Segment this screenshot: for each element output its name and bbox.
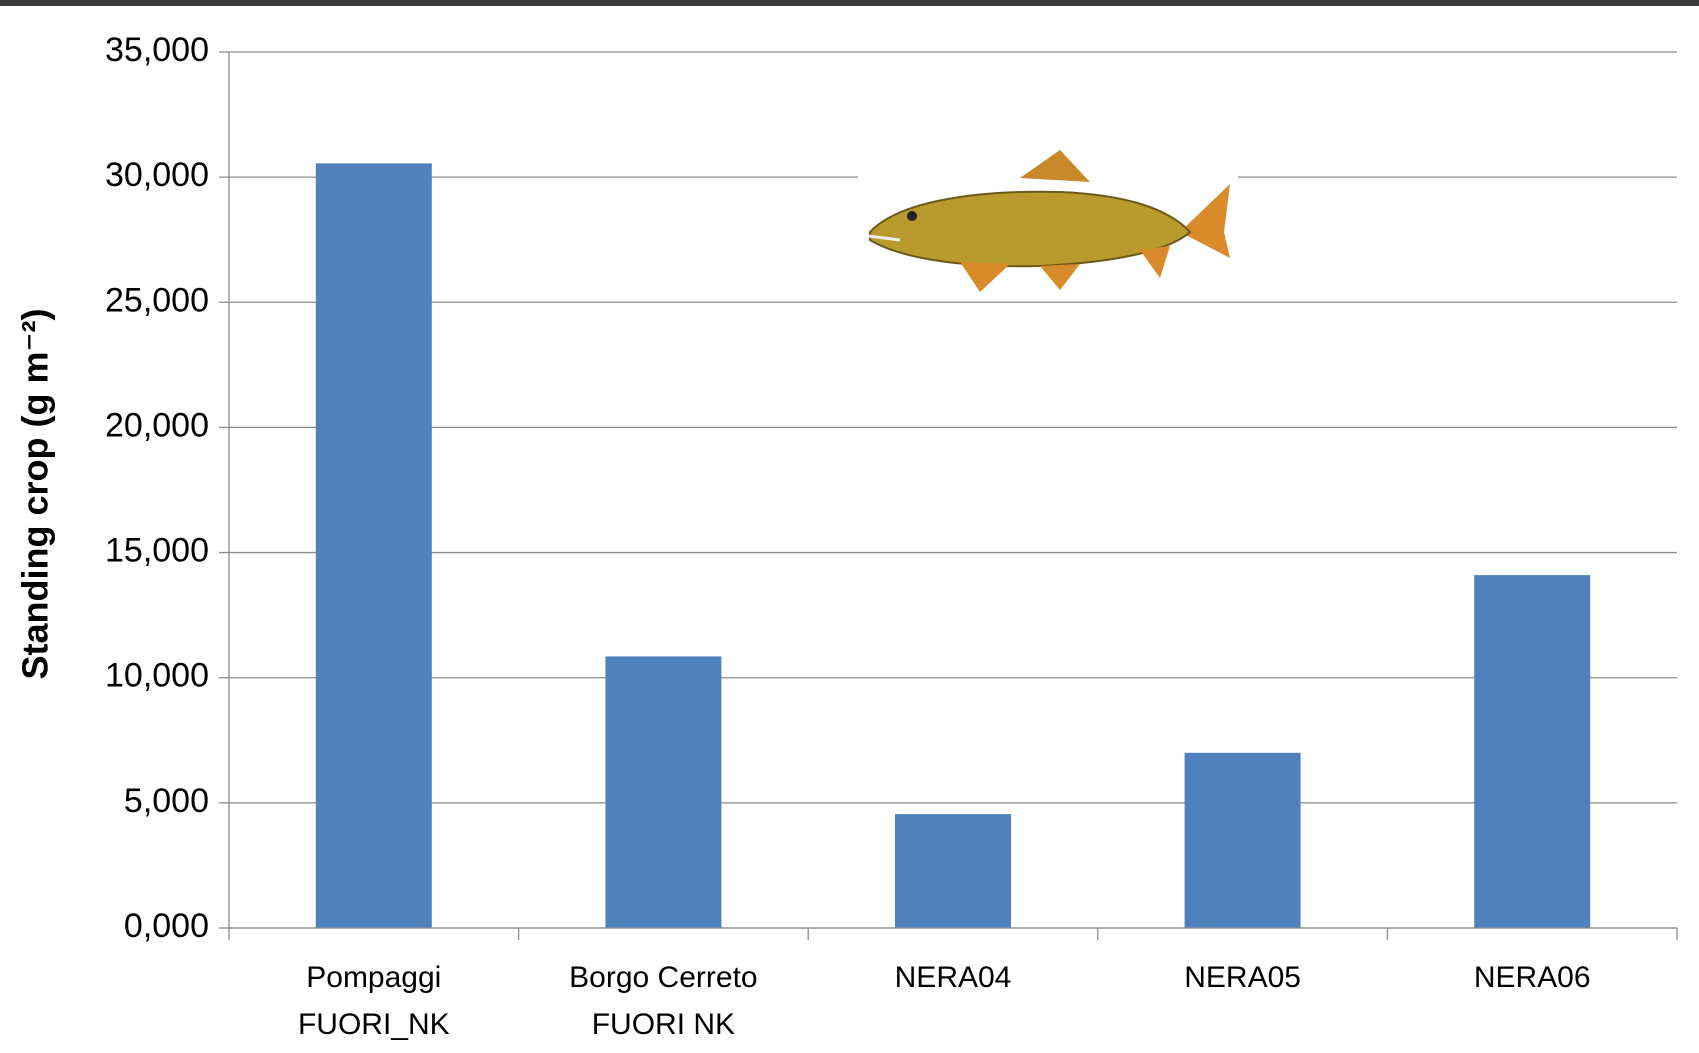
- y-tick-label: 10,000: [105, 657, 209, 695]
- y-tick-label: 0,000: [124, 907, 209, 945]
- y-tick-label: 15,000: [105, 532, 209, 570]
- y-tick-label: 30,000: [105, 156, 209, 194]
- x-tick-label: Pompaggi FUORI_NK: [297, 961, 450, 1041]
- y-tick-label: 25,000: [105, 281, 209, 319]
- x-tick-label: Borgo Cerreto FUORI NK: [569, 961, 758, 1041]
- y-axis-label: Standing crop (g m⁻²): [15, 309, 56, 680]
- bar: [1474, 575, 1591, 928]
- x-tick-label: NERA06: [1473, 961, 1591, 994]
- fish-illustration: [858, 150, 1238, 300]
- y-tick-label: 20,000: [105, 406, 209, 444]
- top-border: [0, 0, 1699, 6]
- y-tick-label: 35,000: [105, 31, 209, 69]
- plot-area: 0,000 5,000 10,000 15,000 20,000 25,000 30,000…: [105, 31, 1678, 945]
- bar: [605, 656, 722, 928]
- bar: [1184, 752, 1301, 928]
- x-tick-label: NERA04: [894, 961, 1012, 994]
- bar: [895, 814, 1011, 928]
- x-tick-label: NERA05: [1184, 961, 1301, 994]
- bar: [315, 163, 432, 928]
- y-tick-label: 5,000: [124, 782, 209, 820]
